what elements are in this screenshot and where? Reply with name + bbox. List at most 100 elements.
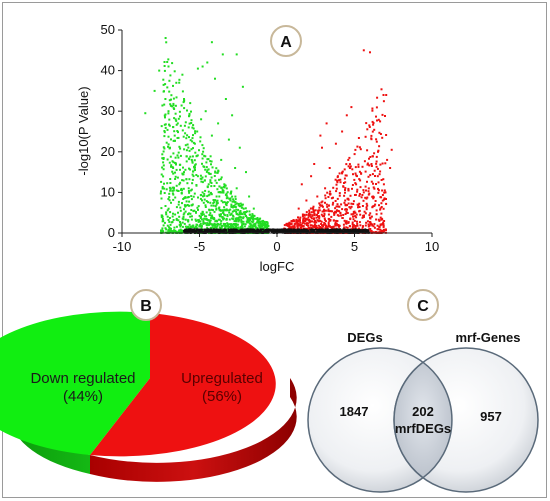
scatter-point-ns bbox=[242, 231, 245, 234]
scatter-point-down bbox=[181, 179, 184, 182]
scatter-point-down bbox=[175, 217, 178, 220]
scatter-point-ns bbox=[219, 229, 222, 232]
scatter-point-down bbox=[229, 199, 232, 202]
scatter-point-down bbox=[199, 136, 202, 139]
scatter-point-up bbox=[358, 193, 361, 195]
scatter-point-down bbox=[179, 115, 181, 118]
scatter-point-down bbox=[230, 226, 233, 229]
scatter-point-down bbox=[228, 226, 231, 228]
scatter-point-down bbox=[227, 223, 230, 226]
scatter-point-up bbox=[317, 209, 320, 212]
scatter-point-down bbox=[170, 221, 173, 224]
scatter-point-ns bbox=[348, 230, 351, 233]
scatter-point-down bbox=[164, 113, 167, 116]
scatter-point-down bbox=[240, 226, 243, 229]
scatter-point-down bbox=[196, 206, 199, 209]
scatter-point-up bbox=[324, 220, 327, 223]
scatter-point-down bbox=[238, 211, 241, 214]
scatter-point-down bbox=[213, 218, 216, 220]
scatter-point-down bbox=[163, 221, 166, 224]
scatter-point-down bbox=[235, 212, 238, 215]
scatter-point-up bbox=[346, 197, 349, 200]
scatter-point-up bbox=[362, 214, 365, 217]
scatter-point-down bbox=[197, 196, 199, 199]
scatter-point-down bbox=[240, 204, 243, 206]
scatter-point-down bbox=[167, 198, 170, 200]
scatter-point-down bbox=[173, 134, 176, 137]
scatter-point-up bbox=[352, 200, 355, 203]
scatter-point-down bbox=[179, 224, 182, 226]
scatter-point-down bbox=[204, 110, 207, 113]
scatter-point-up bbox=[375, 218, 378, 221]
scatter-point-up bbox=[368, 157, 370, 160]
scatter-point-down bbox=[184, 210, 187, 213]
scatter-point-down bbox=[164, 37, 167, 39]
scatter-point-up bbox=[288, 224, 291, 227]
scatter-point-down bbox=[166, 61, 169, 63]
scatter-point-ns bbox=[288, 228, 291, 231]
scatter-point-ns bbox=[325, 231, 328, 233]
scatter-point-ns bbox=[318, 228, 321, 231]
scatter-point-down bbox=[168, 220, 171, 223]
scatter-point-down bbox=[221, 216, 224, 219]
scatter-point-down bbox=[199, 197, 202, 200]
scatter-point-down bbox=[221, 225, 223, 227]
scatter-point-up bbox=[344, 221, 347, 224]
scatter-point-ns bbox=[322, 230, 325, 232]
scatter-point-down bbox=[178, 215, 181, 218]
scatter-point-down bbox=[241, 226, 244, 229]
scatter-point-down bbox=[160, 229, 162, 232]
scatter-point-down bbox=[233, 200, 236, 203]
scatter-point-down bbox=[173, 70, 176, 73]
scatter-point-ns bbox=[345, 229, 348, 232]
scatter-point-up bbox=[318, 215, 321, 218]
scatter-point-down bbox=[163, 130, 166, 132]
scatter-point-up bbox=[318, 202, 321, 205]
scatter-point-down bbox=[207, 183, 210, 186]
venn-overlap bbox=[393, 361, 453, 479]
scatter-point-ns bbox=[344, 231, 346, 234]
scatter-point-up bbox=[382, 94, 385, 96]
scatter-point-ns bbox=[185, 229, 188, 232]
scatter-point-up bbox=[368, 214, 371, 217]
scatter-point-up bbox=[299, 216, 302, 219]
scatter-point-down bbox=[179, 231, 182, 234]
scatter-point-ns bbox=[343, 228, 346, 231]
scatter-point-down bbox=[190, 198, 193, 201]
scatter-point-up bbox=[363, 160, 366, 163]
scatter-point-down bbox=[215, 207, 218, 210]
scatter-point-down bbox=[214, 205, 217, 208]
scatter-point-down bbox=[226, 191, 229, 194]
scatter-point-up bbox=[318, 209, 321, 212]
scatter-point-ns bbox=[258, 229, 260, 232]
scatter-point-down bbox=[245, 171, 247, 174]
scatter-point-up bbox=[367, 187, 370, 190]
scatter-point-up bbox=[334, 178, 337, 181]
scatter-point-up bbox=[356, 175, 358, 178]
scatter-point-down bbox=[182, 101, 185, 104]
scatter-point-down bbox=[208, 221, 211, 224]
scatter-point-ns bbox=[295, 229, 298, 232]
scatter-point-up bbox=[349, 194, 352, 197]
scatter-point-down bbox=[228, 211, 231, 214]
scatter-point-down bbox=[215, 195, 218, 198]
scatter-point-down bbox=[172, 167, 175, 169]
scatter-point-up bbox=[352, 224, 355, 227]
scatter-point-down bbox=[221, 209, 224, 212]
scatter-point-down bbox=[163, 65, 166, 67]
scatter-point-up bbox=[373, 169, 376, 172]
scatter-point-down bbox=[226, 201, 229, 204]
scatter-point-down bbox=[208, 214, 211, 216]
scatter-point-down bbox=[220, 186, 223, 189]
scatter-point-down bbox=[226, 196, 229, 199]
scatter-point-down bbox=[195, 184, 198, 186]
scatter-point-down bbox=[221, 211, 224, 214]
scatter-point-ns bbox=[261, 228, 264, 231]
scatter-point-up bbox=[329, 193, 332, 196]
scatter-point-ns bbox=[275, 229, 278, 232]
scatter-point-down bbox=[192, 134, 194, 137]
scatter-point-down bbox=[192, 224, 194, 227]
scatter-point-down bbox=[169, 155, 172, 158]
scatter-point-down bbox=[191, 126, 194, 129]
scatter-point-down bbox=[200, 218, 203, 221]
